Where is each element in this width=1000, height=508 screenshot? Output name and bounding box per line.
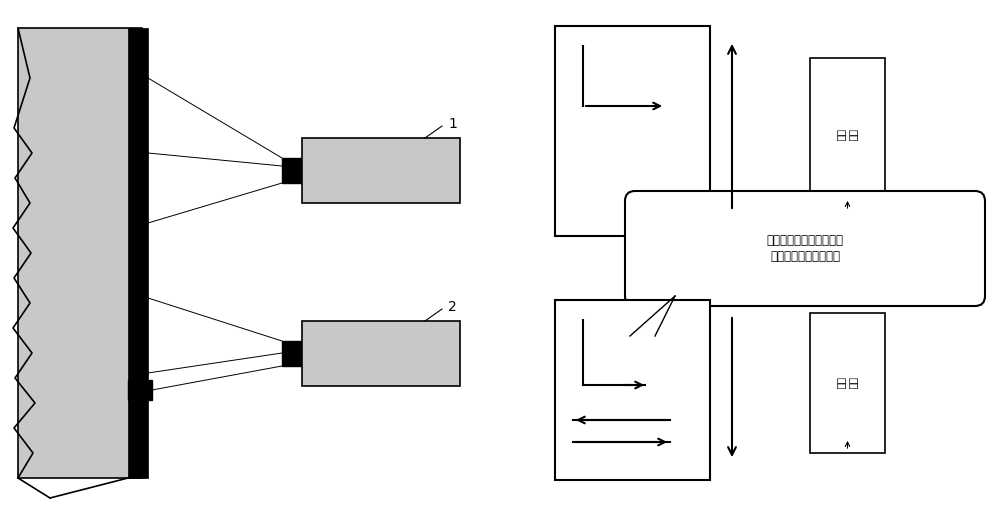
Polygon shape [282,341,302,366]
FancyBboxPatch shape [810,313,885,453]
Polygon shape [302,321,460,386]
FancyBboxPatch shape [555,300,710,480]
Text: 进给
方向: 进给 方向 [837,129,858,142]
Polygon shape [128,380,152,400]
Polygon shape [18,28,142,478]
FancyBboxPatch shape [625,191,985,306]
Polygon shape [282,158,302,183]
FancyBboxPatch shape [555,26,710,236]
Polygon shape [302,138,460,203]
Text: 2: 2 [448,300,457,314]
Text: 第一个上升沿开始计算，
后面的变化不起作用。: 第一个上升沿开始计算， 后面的变化不起作用。 [766,235,843,263]
Text: 进给
方向: 进给 方向 [837,377,858,389]
Text: 1: 1 [448,117,457,131]
Polygon shape [128,28,148,478]
FancyBboxPatch shape [810,58,885,213]
